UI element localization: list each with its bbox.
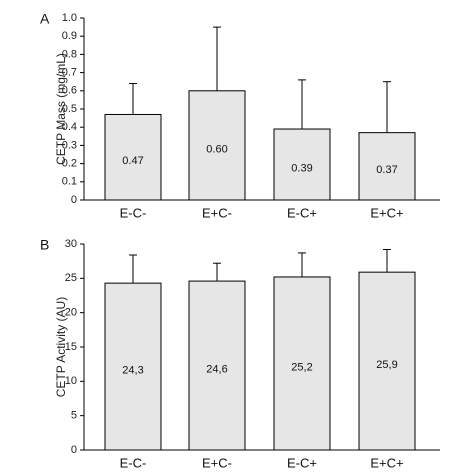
category-label-b-1: E+C- [202,455,232,470]
y-tick-label-a-9: 0.9 [62,30,77,42]
y-tick-label-a-3: 0.3 [62,139,77,151]
value-label-b-2: 25,2 [291,361,312,373]
panel-letter-a: A [40,11,50,27]
bar-a-1 [188,90,246,201]
category-label-b-3: E+C+ [370,455,403,470]
bar-a-0 [104,113,162,201]
bar-b-3 [358,271,416,451]
value-label-b-3: 25,9 [376,359,397,371]
y-tick-label-b-5: 25 [65,272,77,284]
category-label-b-2: E-C+ [287,455,317,470]
category-label-b-0: E-C- [120,455,147,470]
y-tick-label-b-6: 30 [65,238,77,250]
y-tick-label-a-0: 0 [71,194,77,206]
value-label-a-1: 0.60 [206,143,227,155]
y-tick-label-a-1: 0.1 [62,176,77,188]
category-label-a-2: E-C+ [287,205,317,220]
y-tick-label-b-2: 10 [65,375,77,387]
panel-letter-b: B [40,237,49,253]
bar-b-1 [188,280,246,451]
y-tick-label-a-10: 1.0 [62,12,77,24]
value-label-b-0: 24,3 [122,364,143,376]
y-tick-label-a-4: 0.4 [62,121,77,133]
bar-a-2 [273,128,331,201]
value-label-a-3: 0.37 [376,164,397,176]
y-tick-label-b-1: 5 [71,410,77,422]
y-tick-label-a-5: 0.5 [62,103,77,115]
y-tick-label-a-6: 0.6 [62,85,77,97]
category-label-a-1: E+C- [202,205,232,220]
bar-b-2 [273,276,331,451]
category-label-a-3: E+C+ [370,205,403,220]
y-tick-label-a-2: 0.2 [62,158,77,170]
y-tick-label-a-7: 0.7 [62,67,77,79]
value-label-b-1: 24,6 [206,363,227,375]
y-axis-title-b: CETP Activity (AU) [54,297,68,397]
y-tick-label-b-4: 20 [65,307,77,319]
value-label-a-2: 0.39 [291,162,312,174]
y-tick-label-b-3: 15 [65,341,77,353]
y-tick-label-b-0: 0 [71,444,77,456]
y-tick-label-a-8: 0.8 [62,48,77,60]
y-axis-title-a: CETP Mass (mg/mL) [54,53,68,165]
value-label-a-0: 0.47 [122,155,143,167]
category-label-a-0: E-C- [120,205,147,220]
